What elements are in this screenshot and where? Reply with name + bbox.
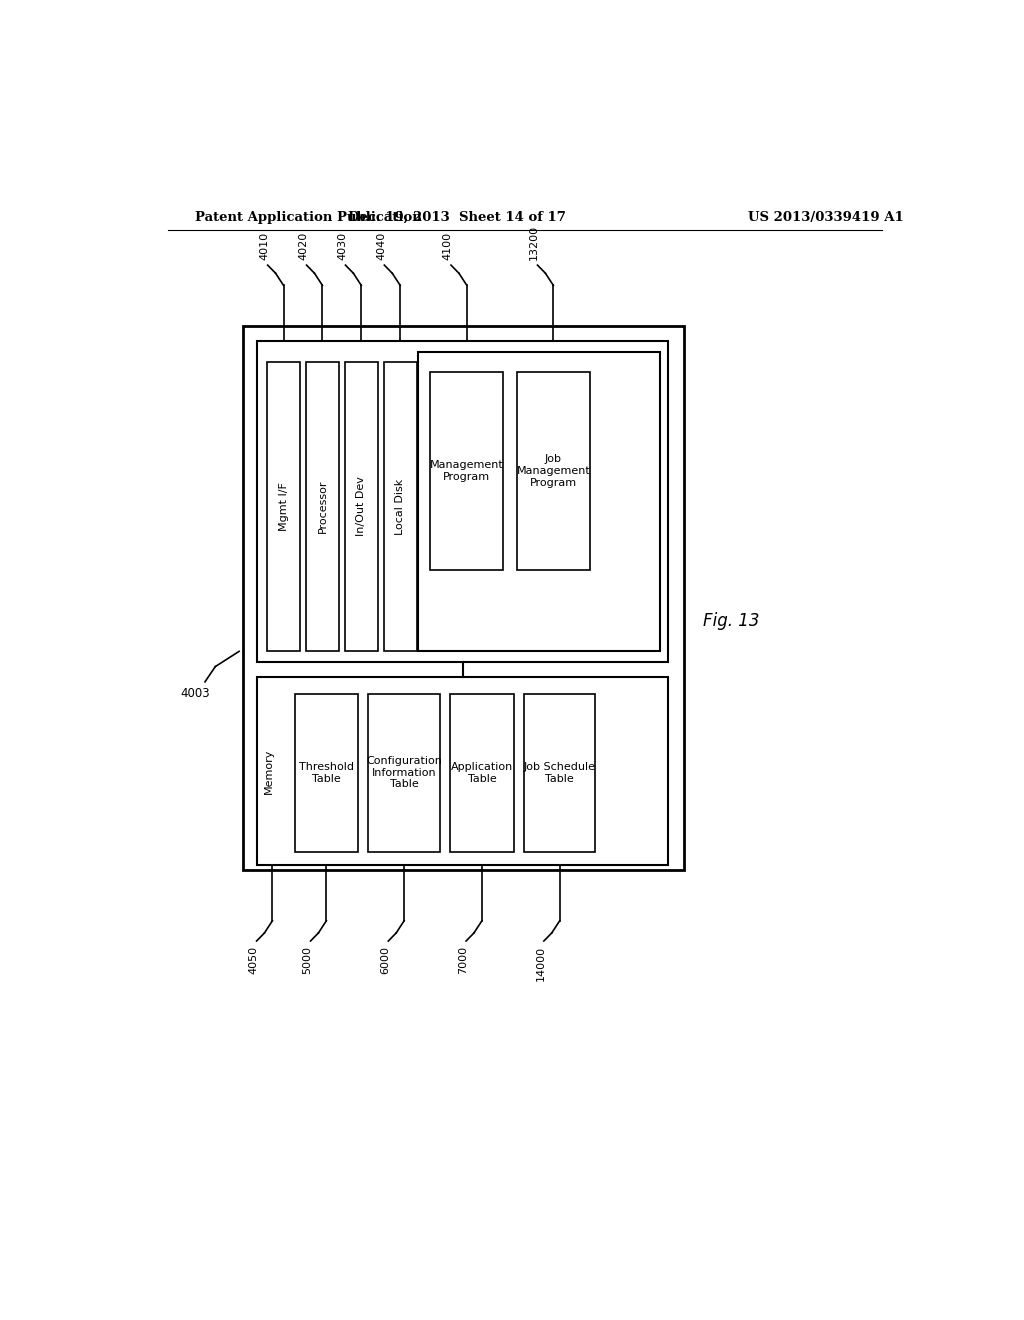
Bar	[257, 342, 669, 661]
Bar	[369, 694, 440, 851]
Text: 4030: 4030	[337, 232, 347, 260]
Text: 4040: 4040	[376, 232, 386, 260]
Text: Application
Table: Application Table	[451, 762, 513, 784]
Bar	[257, 677, 669, 865]
Text: Configuration
Information
Table: Configuration Information Table	[367, 756, 442, 789]
Text: 4010: 4010	[259, 232, 269, 260]
Text: Management
Program: Management Program	[430, 461, 504, 482]
Text: 6000: 6000	[380, 946, 390, 974]
Bar	[345, 362, 378, 651]
Text: In/Out Dev: In/Out Dev	[356, 477, 367, 536]
Text: Fig. 13: Fig. 13	[702, 612, 760, 630]
Text: Mgmt I/F: Mgmt I/F	[279, 482, 289, 531]
Bar	[295, 694, 358, 851]
Bar	[451, 694, 514, 851]
Text: 14000: 14000	[536, 946, 546, 981]
Bar	[243, 326, 684, 870]
Text: 4100: 4100	[442, 232, 453, 260]
Text: 4050: 4050	[249, 946, 258, 974]
Text: 4003: 4003	[180, 686, 210, 700]
Text: US 2013/0339419 A1: US 2013/0339419 A1	[749, 211, 904, 224]
Text: 7000: 7000	[458, 946, 468, 974]
Bar	[430, 372, 504, 570]
Text: 5000: 5000	[302, 946, 312, 974]
Bar	[418, 351, 659, 651]
Text: Job Schedule
Table: Job Schedule Table	[523, 762, 596, 784]
Bar	[524, 694, 595, 851]
Text: Memory: Memory	[264, 748, 274, 793]
Text: Threshold
Table: Threshold Table	[299, 762, 354, 784]
Bar	[306, 362, 339, 651]
Bar	[517, 372, 590, 570]
Bar	[267, 362, 300, 651]
Bar	[384, 362, 417, 651]
Text: Patent Application Publication: Patent Application Publication	[196, 211, 422, 224]
Text: Local Disk: Local Disk	[395, 478, 406, 535]
Text: 13200: 13200	[529, 224, 540, 260]
Text: Processor: Processor	[317, 479, 328, 533]
Text: Dec. 19, 2013  Sheet 14 of 17: Dec. 19, 2013 Sheet 14 of 17	[348, 211, 566, 224]
Text: 4020: 4020	[298, 232, 308, 260]
Text: Job
Management
Program: Job Management Program	[516, 454, 590, 487]
